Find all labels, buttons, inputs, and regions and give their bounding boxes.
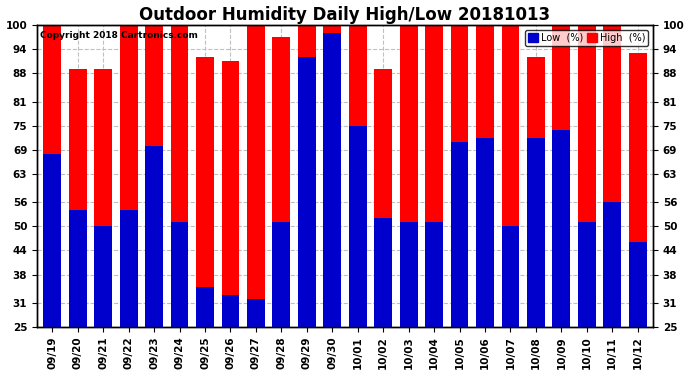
- Bar: [425, 222, 443, 375]
- Title: Outdoor Humidity Daily High/Low 20181013: Outdoor Humidity Daily High/Low 20181013: [139, 6, 551, 24]
- Bar: [145, 25, 163, 375]
- Bar: [170, 25, 188, 375]
- Bar: [324, 33, 341, 375]
- Bar: [400, 222, 417, 375]
- Bar: [298, 25, 316, 375]
- Bar: [273, 222, 290, 375]
- Bar: [629, 53, 647, 375]
- Bar: [95, 226, 112, 375]
- Bar: [476, 25, 494, 375]
- Bar: [95, 69, 112, 375]
- Bar: [145, 146, 163, 375]
- Bar: [273, 37, 290, 375]
- Bar: [69, 210, 87, 375]
- Bar: [502, 25, 520, 375]
- Bar: [69, 69, 87, 375]
- Bar: [451, 25, 469, 375]
- Text: Copyright 2018 Cartronics.com: Copyright 2018 Cartronics.com: [40, 31, 198, 40]
- Bar: [451, 142, 469, 375]
- Bar: [349, 25, 366, 375]
- Bar: [120, 210, 137, 375]
- Bar: [221, 295, 239, 375]
- Bar: [298, 57, 316, 375]
- Bar: [247, 25, 265, 375]
- Bar: [170, 222, 188, 375]
- Bar: [43, 154, 61, 375]
- Bar: [603, 202, 621, 375]
- Bar: [527, 57, 545, 375]
- Bar: [425, 25, 443, 375]
- Bar: [578, 222, 595, 375]
- Bar: [476, 138, 494, 375]
- Bar: [629, 242, 647, 375]
- Bar: [374, 69, 392, 375]
- Bar: [324, 25, 341, 375]
- Bar: [578, 25, 595, 375]
- Bar: [553, 25, 570, 375]
- Bar: [247, 298, 265, 375]
- Bar: [196, 57, 214, 375]
- Bar: [502, 226, 520, 375]
- Bar: [400, 25, 417, 375]
- Bar: [196, 286, 214, 375]
- Bar: [553, 130, 570, 375]
- Bar: [120, 25, 137, 375]
- Bar: [349, 126, 366, 375]
- Bar: [527, 138, 545, 375]
- Legend: Low  (%), High  (%): Low (%), High (%): [525, 30, 648, 46]
- Bar: [374, 218, 392, 375]
- Bar: [43, 25, 61, 375]
- Bar: [603, 25, 621, 375]
- Bar: [221, 62, 239, 375]
